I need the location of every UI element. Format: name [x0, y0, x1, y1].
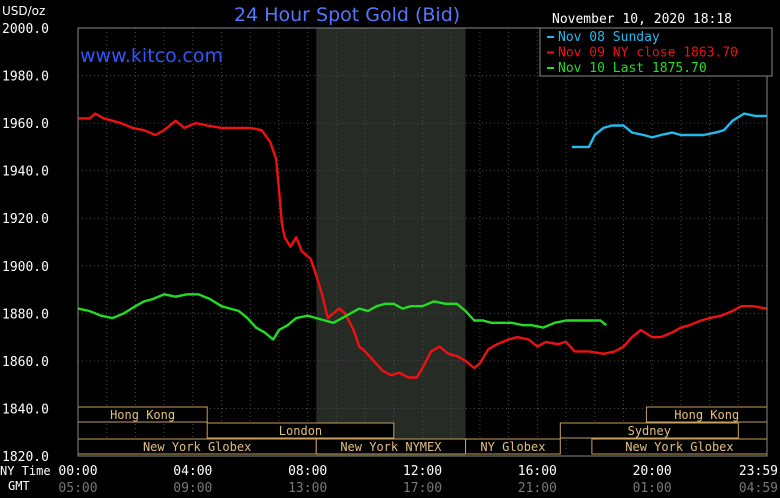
x-tick-label-gmt: 17:00: [403, 481, 442, 496]
x-tick-label-ny: 16:00: [518, 464, 557, 479]
ny-time-label: NY Time: [0, 464, 51, 478]
x-tick-label-ny: 12:00: [403, 464, 442, 479]
x-tick-label-ny: 08:00: [288, 464, 327, 479]
session-label: London: [279, 424, 322, 438]
session-bar: [465, 438, 561, 455]
y-tick-label: 1820.0: [2, 450, 49, 465]
legend-box: [539, 27, 773, 77]
session-label: Hong Kong: [674, 408, 739, 422]
session-label: New York NYMEX: [340, 440, 442, 454]
legend-entry: Nov 09 NY close 1863.70: [558, 46, 738, 61]
series-line: [77, 293, 607, 341]
x-tick-label-ny: 04:00: [173, 464, 212, 479]
session-bar: [559, 422, 739, 439]
x-tick-label-gmt: 05:00: [58, 481, 97, 496]
chart-title: 24 Hour Spot Gold (Bid): [234, 4, 460, 26]
y-tick-label: 1860.0: [2, 355, 49, 370]
session-bar: [206, 422, 395, 439]
timestamp: November 10, 2020 18:18: [552, 12, 732, 27]
session-label: Hong Kong: [110, 408, 175, 422]
x-tick-label-ny: 00:00: [58, 464, 97, 479]
y-tick-label: 1880.0: [2, 307, 49, 322]
series-line: [571, 112, 767, 149]
y-tick-label: 1900.0: [2, 260, 49, 275]
watermark: www.kitco.com: [80, 45, 223, 67]
gmt-label: GMT: [8, 479, 30, 493]
market-sessions: Hong Kong Hong Kong London Sydney New York G…: [77, 406, 768, 455]
legend-entry: Nov 08 Sunday: [558, 30, 660, 45]
session-label: New York Globex: [625, 440, 733, 454]
session-label: Sydney: [628, 424, 671, 438]
x-tick-label-ny: 23:59: [739, 464, 778, 479]
shaded-region: [316, 28, 466, 456]
y-tick-label: 1920.0: [2, 212, 49, 227]
x-tick-label-gmt: 13:00: [288, 481, 327, 496]
plot-border: [77, 27, 768, 457]
legend-entry: Nov 10 Last 1875.70: [558, 61, 707, 76]
session-label: NY Globex: [480, 440, 545, 454]
y-axis-tick-labels: 2000.0 1980.0 1960.0 1940.0 1920.0 1900.0 1880…: [2, 22, 49, 465]
session-label: New York Globex: [143, 440, 251, 454]
x-tick-label-ny: 20:00: [633, 464, 672, 479]
x-tick-label-gmt: 04:59: [739, 481, 778, 496]
x-tick-label-gmt: 21:00: [518, 481, 557, 496]
y-tick-label: 1960.0: [2, 117, 49, 132]
y-tick-label: 1840.0: [2, 402, 49, 417]
x-axis-tick-labels: 00:00 05:00 04:00 09:00 08:00 13:00 12:00 17:00…: [58, 464, 778, 496]
x-tick-label-gmt: 09:00: [173, 481, 212, 496]
y-tick-label: 1940.0: [2, 165, 49, 180]
y-tick-label: 2000.0: [2, 22, 49, 37]
x-tick-label-gmt: 01:00: [633, 481, 672, 496]
y-tick-label: 1980.0: [2, 70, 49, 85]
y-unit-label: USD/oz: [2, 4, 45, 18]
price-series: [77, 112, 767, 379]
series-line: [78, 112, 767, 379]
